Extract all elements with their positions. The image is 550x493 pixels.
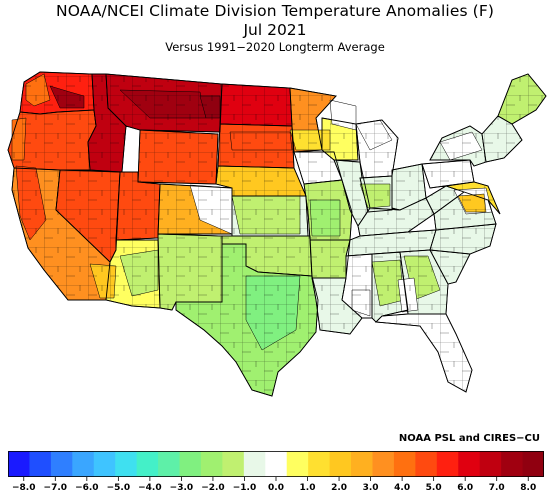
colorbar-tick-label: 0.0 — [268, 483, 284, 493]
colorbar-swatch — [415, 451, 438, 477]
colorbar-swatch — [243, 451, 266, 477]
colorbar-swatch — [286, 451, 309, 477]
colorbar-swatch — [158, 451, 181, 477]
credit-label: NOAA PSL and CIRES−CU — [398, 433, 540, 444]
colorbar-tick-label: −2.0 — [201, 483, 225, 493]
colorbar-swatch — [479, 451, 502, 477]
colorbar-tick-label: −4.0 — [138, 483, 162, 493]
colorbar-swatch — [501, 451, 524, 477]
colorbar-swatch — [436, 451, 459, 477]
colorbar-swatch — [8, 451, 30, 477]
colorbar-swatch — [351, 451, 373, 477]
colorbar-tick-label: 4.0 — [394, 483, 411, 493]
colorbar-swatch — [50, 451, 73, 477]
colorbar-swatch — [458, 451, 481, 477]
colorbar-tick-label: 2.0 — [331, 483, 348, 493]
colorbar — [8, 451, 544, 481]
colorbar-swatch — [308, 451, 331, 477]
colorbar-swatch — [93, 451, 116, 477]
colorbar-swatch — [372, 451, 395, 477]
colorbar-swatch — [115, 451, 138, 477]
colorbar-tick-label: 6.0 — [457, 483, 474, 493]
colorbar-tick-label: −7.0 — [43, 483, 68, 493]
colorbar-swatch — [522, 451, 544, 477]
climate-division-boundaries — [7, 71, 547, 397]
map-title: NOAA/NCEI Climate Division Temperature A… — [56, 2, 494, 20]
colorbar-swatch — [179, 451, 202, 477]
colorbar-tick-label: −3.0 — [169, 483, 194, 493]
colorbar-tick-label: 7.0 — [488, 483, 505, 493]
us-anomaly-map — [7, 71, 547, 397]
colorbar-tick-label: 3.0 — [362, 483, 379, 493]
colorbar-swatch — [200, 451, 223, 477]
colorbar-swatch — [72, 451, 95, 477]
colorbar-tick-label: −1.0 — [232, 483, 257, 493]
colorbar-tick-label: 1.0 — [299, 483, 316, 493]
colorbar-tick-label: −6.0 — [75, 483, 99, 493]
colorbar-swatch — [329, 451, 352, 477]
colorbar-tick-label: 5.0 — [425, 483, 442, 493]
map-subtitle: Versus 1991−2020 Longterm Average — [165, 40, 385, 54]
colorbar-swatch — [222, 451, 245, 477]
colorbar-swatch — [393, 451, 416, 477]
map-period: Jul 2021 — [243, 21, 307, 39]
colorbar-tick-label: −8.0 — [12, 483, 36, 493]
colorbar-swatch — [136, 451, 159, 477]
colorbar-swatch — [265, 451, 288, 477]
colorbar-tick-label: −5.0 — [106, 483, 131, 493]
colorbar-tick-label: 8.0 — [520, 483, 537, 493]
colorbar-swatch — [29, 451, 52, 477]
